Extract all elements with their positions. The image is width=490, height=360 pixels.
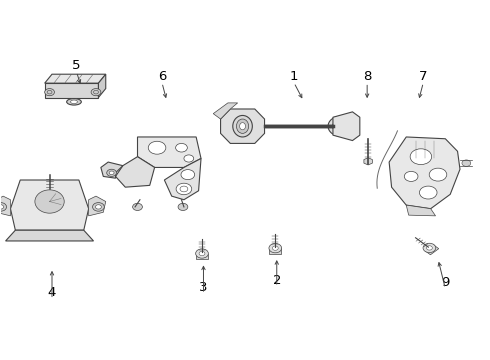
Polygon shape bbox=[116, 157, 155, 187]
Ellipse shape bbox=[332, 120, 348, 133]
Text: 8: 8 bbox=[363, 69, 371, 82]
Circle shape bbox=[45, 89, 54, 96]
Ellipse shape bbox=[67, 99, 81, 105]
Polygon shape bbox=[333, 112, 360, 140]
Circle shape bbox=[429, 168, 447, 181]
Ellipse shape bbox=[35, 190, 64, 213]
Circle shape bbox=[404, 171, 418, 181]
Circle shape bbox=[176, 183, 192, 195]
Polygon shape bbox=[45, 74, 106, 83]
Ellipse shape bbox=[71, 100, 77, 104]
Circle shape bbox=[426, 246, 432, 250]
Ellipse shape bbox=[240, 123, 245, 130]
Polygon shape bbox=[220, 109, 265, 143]
Circle shape bbox=[107, 169, 117, 176]
Circle shape bbox=[462, 160, 471, 166]
Polygon shape bbox=[89, 196, 106, 216]
Circle shape bbox=[199, 251, 205, 256]
Ellipse shape bbox=[337, 123, 344, 130]
Polygon shape bbox=[270, 248, 281, 253]
Text: 4: 4 bbox=[48, 287, 56, 300]
Polygon shape bbox=[364, 158, 372, 165]
Polygon shape bbox=[10, 180, 89, 230]
Circle shape bbox=[96, 205, 101, 209]
Text: 3: 3 bbox=[199, 281, 208, 294]
Circle shape bbox=[184, 155, 194, 162]
Circle shape bbox=[91, 89, 101, 96]
Polygon shape bbox=[196, 253, 208, 259]
Circle shape bbox=[269, 243, 282, 253]
Polygon shape bbox=[98, 74, 106, 98]
Polygon shape bbox=[0, 196, 10, 216]
Circle shape bbox=[196, 249, 208, 258]
Circle shape bbox=[93, 203, 104, 211]
Polygon shape bbox=[406, 205, 436, 216]
Polygon shape bbox=[101, 162, 123, 178]
Polygon shape bbox=[138, 137, 201, 167]
Polygon shape bbox=[425, 245, 439, 255]
Text: 9: 9 bbox=[441, 276, 449, 289]
Circle shape bbox=[181, 170, 195, 180]
Polygon shape bbox=[389, 137, 460, 209]
Text: 1: 1 bbox=[290, 69, 298, 82]
Text: 2: 2 bbox=[272, 274, 281, 287]
Circle shape bbox=[148, 141, 166, 154]
Circle shape bbox=[133, 203, 143, 211]
Text: 5: 5 bbox=[72, 59, 81, 72]
Ellipse shape bbox=[328, 116, 352, 136]
Circle shape bbox=[178, 203, 188, 211]
Polygon shape bbox=[164, 158, 201, 200]
Circle shape bbox=[180, 186, 188, 192]
Circle shape bbox=[419, 186, 437, 199]
Circle shape bbox=[175, 143, 187, 152]
Circle shape bbox=[109, 171, 114, 175]
Circle shape bbox=[0, 203, 6, 211]
Polygon shape bbox=[45, 83, 98, 98]
Circle shape bbox=[0, 205, 3, 209]
Circle shape bbox=[410, 149, 432, 165]
Ellipse shape bbox=[233, 116, 252, 137]
Polygon shape bbox=[213, 103, 238, 119]
Text: 7: 7 bbox=[419, 69, 428, 82]
Ellipse shape bbox=[237, 119, 248, 134]
Text: 6: 6 bbox=[158, 69, 166, 82]
Polygon shape bbox=[5, 230, 94, 241]
Circle shape bbox=[423, 243, 436, 253]
Circle shape bbox=[272, 246, 278, 250]
